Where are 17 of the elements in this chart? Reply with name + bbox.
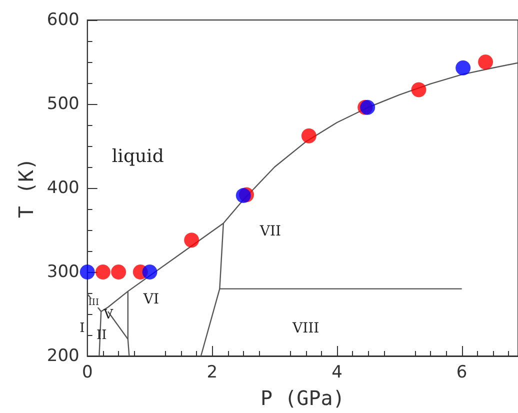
annotation: VII [258,223,282,240]
annotation: VIII [291,320,320,337]
x-tick-label: 4 [332,362,342,382]
x-tick-label: 6 [456,362,468,382]
annotation: liquid [112,146,164,167]
annotation: III [88,298,100,308]
x-tick-label: 2 [206,362,218,382]
annotation: VI [142,292,159,308]
x-tick-label: 0 [82,362,93,382]
y-tick-label: 600 [46,10,80,30]
y-axis-title: T (K) [14,158,38,218]
y-tick-label: 500 [46,94,80,114]
y-tick-label: 200 [46,346,80,366]
text: I [80,321,85,336]
x-axis-title: P (GPa) [260,386,345,410]
y-tick-label: 400 [46,178,80,198]
y-tick-label: 300 [46,262,80,282]
